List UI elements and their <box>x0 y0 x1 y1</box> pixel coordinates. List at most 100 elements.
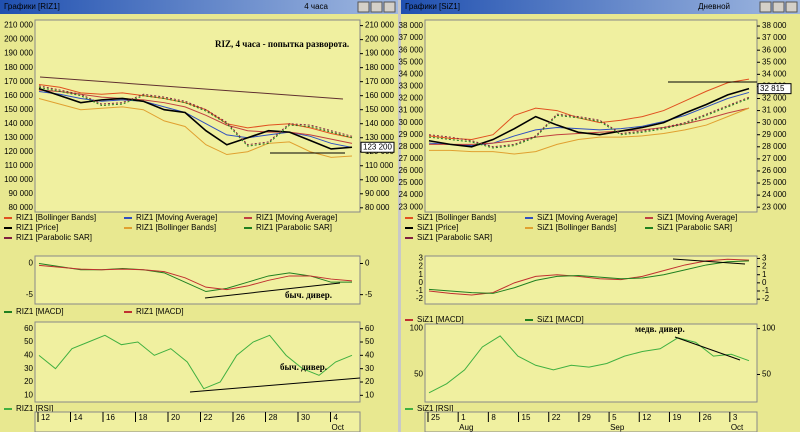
series-line <box>38 87 353 150</box>
x-tick-label: 22 <box>552 413 561 422</box>
y-tick-label: -2 <box>762 294 770 303</box>
x-month-label: Oct <box>332 423 345 432</box>
legend-entry[interactable]: RIZ1 [MACD] <box>16 307 64 316</box>
legend-entry[interactable]: RIZ1 [Price] <box>16 223 58 232</box>
x-tick-label: 29 <box>582 413 591 422</box>
title-bar[interactable] <box>0 0 398 14</box>
y-tick-label: 40 <box>365 350 374 359</box>
legend-entry[interactable]: SiZ1 [Moving Average] <box>537 213 617 222</box>
window-button[interactable] <box>357 1 370 13</box>
legend-entry[interactable]: RIZ1 [MACD] <box>136 307 184 316</box>
x-tick-label: 3 <box>733 413 738 422</box>
y-tick-label: 130 000 <box>4 133 33 142</box>
series-line <box>428 335 750 394</box>
series-line <box>428 87 750 148</box>
y-tick-label: 24 000 <box>762 190 787 199</box>
y-tick-label: 0 <box>419 278 424 287</box>
legend-entry[interactable]: RIZ1 [Moving Average] <box>136 213 217 222</box>
x-axis <box>424 411 758 432</box>
y-tick-label: 35 000 <box>399 57 424 66</box>
y-tick-label: 190 000 <box>4 49 33 58</box>
y-tick-label: 30 000 <box>399 118 424 127</box>
x-tick-label: 14 <box>74 413 83 422</box>
y-tick-label: -2 <box>416 294 424 303</box>
trend-line <box>672 258 746 265</box>
window-button[interactable] <box>759 1 772 13</box>
legend-entry[interactable]: SiZ1 [Bollinger Bands] <box>537 223 616 232</box>
legend-entry[interactable]: SiZ1 [Moving Average] <box>657 213 737 222</box>
series-line <box>38 86 353 147</box>
timeframe: 4 часа <box>304 2 328 11</box>
window-button[interactable] <box>785 1 798 13</box>
y-tick-label: 23 000 <box>399 202 424 211</box>
y-tick-label: 20 <box>24 377 33 386</box>
x-tick-label: 15 <box>522 413 531 422</box>
y-tick-label: 27 000 <box>399 154 424 163</box>
window-button[interactable] <box>383 1 396 13</box>
window-button[interactable] <box>772 1 785 13</box>
legend-entry[interactable]: SiZ1 [Price] <box>417 223 458 232</box>
window-title: Графики [SiZ1] <box>405 2 460 11</box>
y-tick-label: 36 000 <box>762 45 787 54</box>
series-line <box>428 91 750 147</box>
x-axis <box>34 411 361 432</box>
legend-entry[interactable]: SiZ1 [MACD] <box>417 315 464 324</box>
series-line <box>429 107 750 155</box>
legend-entry[interactable]: RIZ1 [Moving Average] <box>256 213 337 222</box>
x-tick-label: 8 <box>491 413 496 422</box>
y-tick-label: 0 <box>365 259 370 268</box>
window-button[interactable] <box>370 1 383 13</box>
plot-area <box>34 19 361 213</box>
trend-line <box>204 282 341 299</box>
title-bar[interactable] <box>401 0 800 14</box>
legend-entry[interactable]: SiZ1 [Bollinger Bands] <box>417 213 496 222</box>
y-tick-label: 28 000 <box>762 142 787 151</box>
y-tick-label: 23 000 <box>762 202 787 211</box>
legend-entry[interactable]: SiZ1 [Parabolic SAR] <box>657 223 732 232</box>
y-tick-label: 40 <box>24 350 33 359</box>
y-tick-label: 1 <box>419 270 424 279</box>
trend-line <box>674 336 741 361</box>
legend-entry[interactable]: SiZ1 [Parabolic SAR] <box>417 233 492 242</box>
legend-entry[interactable]: RIZ1 [Bollinger Bands] <box>136 223 216 232</box>
y-tick-label: 29 000 <box>399 130 424 139</box>
legend-entry[interactable]: SiZ1 [MACD] <box>537 315 584 324</box>
y-tick-label: 180 000 <box>4 63 33 72</box>
x-tick-label: 30 <box>301 413 310 422</box>
legend-entry[interactable]: RIZ1 [Parabolic SAR] <box>256 223 332 232</box>
y-tick-label: 200 000 <box>4 35 33 44</box>
y-tick-label: -1 <box>762 286 770 295</box>
y-tick-label: 20 <box>365 377 374 386</box>
legend-entry[interactable]: RIZ1 [Parabolic SAR] <box>16 233 92 242</box>
legend-entry[interactable]: RIZ1 [RSI] <box>16 404 53 413</box>
trend-line <box>39 76 344 100</box>
legend-entry[interactable]: RIZ1 [Bollinger Bands] <box>16 213 96 222</box>
series-line <box>428 98 750 149</box>
annotation: RIZ, 4 часа - попытка разворота. <box>215 39 349 49</box>
y-tick-label: 27 000 <box>762 154 787 163</box>
y-tick-label: 210 000 <box>4 21 33 30</box>
y-tick-label: 50 <box>414 370 423 379</box>
y-tick-label: 25 000 <box>762 178 787 187</box>
y-tick-label: 1 <box>762 270 767 279</box>
y-tick-label: 100 <box>762 324 776 333</box>
y-tick-label: 110 000 <box>365 161 394 170</box>
x-tick-label: 12 <box>642 413 651 422</box>
x-tick-label: 28 <box>269 413 278 422</box>
y-tick-label: 110 000 <box>5 161 34 170</box>
series-line <box>428 260 750 294</box>
y-tick-label: 32 000 <box>399 94 424 103</box>
y-tick-label: 26 000 <box>399 166 424 175</box>
plot-area <box>424 19 758 213</box>
x-tick-label: 26 <box>703 413 712 422</box>
y-tick-label: 30 <box>365 364 374 373</box>
x-tick-label: 25 <box>431 413 440 422</box>
y-tick-label: 80 000 <box>365 203 390 212</box>
y-tick-label: 3 <box>419 254 424 263</box>
legend-entry[interactable]: SiZ1 [RSI] <box>417 404 453 413</box>
y-tick-label: 32 000 <box>762 94 787 103</box>
last-price-box <box>360 141 395 153</box>
